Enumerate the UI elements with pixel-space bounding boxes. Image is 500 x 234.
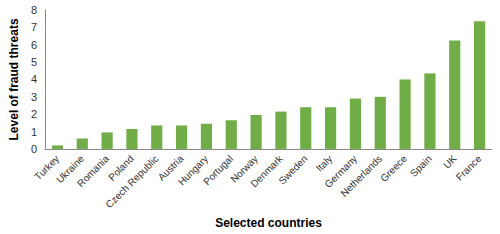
svg-text:Hungary: Hungary: [175, 153, 211, 188]
svg-text:France: France: [454, 153, 484, 183]
svg-text:Romania: Romania: [75, 153, 111, 189]
svg-text:Sweden: Sweden: [276, 153, 309, 186]
svg-text:Norway: Norway: [228, 153, 260, 185]
svg-text:7: 7: [31, 21, 37, 33]
svg-text:Level of fraud threats: Level of fraud threats: [7, 18, 21, 140]
svg-text:6: 6: [31, 39, 37, 51]
svg-text:2: 2: [31, 108, 37, 120]
svg-text:Ukraine: Ukraine: [54, 153, 87, 186]
svg-text:Poland: Poland: [106, 153, 136, 183]
svg-text:Italy: Italy: [314, 153, 335, 174]
svg-text:Greece: Greece: [378, 153, 409, 184]
svg-text:Spain: Spain: [408, 153, 434, 179]
svg-text:1: 1: [31, 126, 37, 138]
svg-text:5: 5: [31, 56, 37, 68]
svg-text:8: 8: [31, 4, 37, 16]
svg-text:Germany: Germany: [322, 153, 360, 190]
svg-text:4: 4: [31, 73, 37, 85]
svg-text:Czech Republic: Czech Republic: [103, 153, 160, 210]
svg-text:3: 3: [31, 91, 37, 103]
svg-text:Selected countries: Selected countries: [215, 216, 322, 230]
svg-text:Portugal: Portugal: [201, 153, 235, 187]
svg-text:Netherlands: Netherlands: [338, 153, 385, 199]
svg-text:Austria: Austria: [155, 153, 186, 183]
svg-text:0: 0: [31, 143, 37, 155]
svg-text:UK: UK: [441, 153, 459, 171]
svg-text:Denmark: Denmark: [248, 153, 284, 189]
svg-text:Turkey: Turkey: [32, 153, 62, 183]
